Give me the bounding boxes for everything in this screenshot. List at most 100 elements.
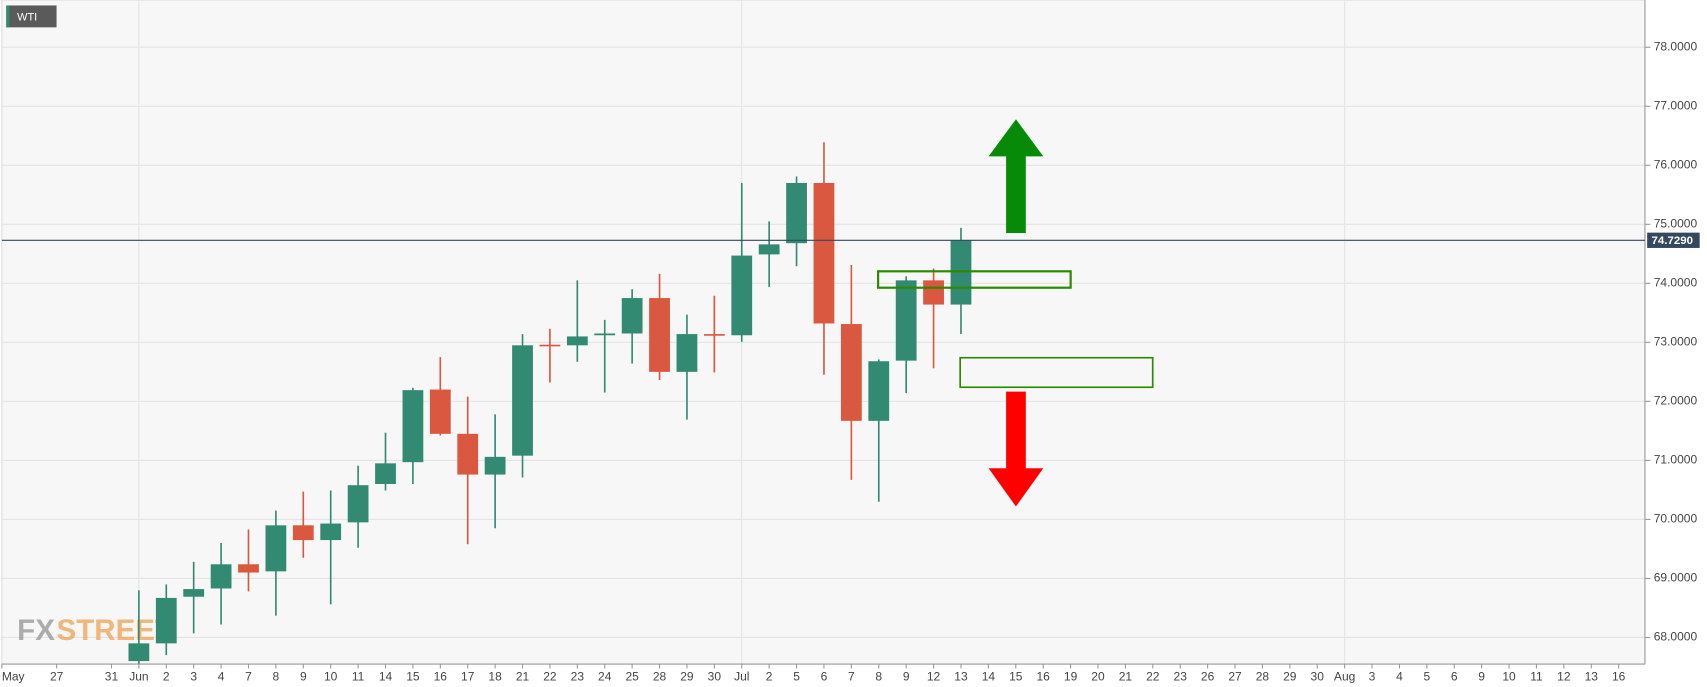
x-tick-label: 9 (1478, 669, 1485, 683)
x-tick-label: 24 (598, 669, 612, 683)
x-tick-label: 25 (625, 669, 639, 683)
candle-body (539, 344, 561, 347)
candle-body (484, 456, 506, 475)
x-tick-label: 27 (1228, 669, 1242, 683)
x-tick-label: 31 (105, 669, 119, 683)
x-tick-label: 16 (1037, 669, 1051, 683)
x-tick-label: 29 (1283, 669, 1297, 683)
candle-body (566, 336, 588, 346)
x-tick-label: 13 (1585, 669, 1599, 683)
legend-label: WTI (17, 11, 37, 23)
candle-body (840, 324, 862, 421)
x-tick-label: 21 (1119, 669, 1133, 683)
x-tick-label: 18 (488, 669, 502, 683)
x-tick-label: 6 (1451, 669, 1458, 683)
candle-body (155, 597, 177, 644)
x-tick-label: 3 (1369, 669, 1376, 683)
x-tick-label: 19 (1064, 669, 1078, 683)
last-price-badge (1647, 232, 1700, 248)
candle-body (649, 298, 670, 372)
x-tick-label: 6 (821, 669, 828, 683)
x-tick-label: 14 (379, 669, 393, 683)
candle-body (265, 525, 287, 572)
x-tick-label: 17 (461, 669, 475, 683)
x-tick-label: 28 (1256, 669, 1270, 683)
candle-body (923, 280, 944, 305)
x-tick-label: 8 (273, 669, 280, 683)
down-arrow (988, 391, 1044, 507)
x-tick-label: 7 (848, 669, 855, 683)
x-tick-label: 21 (516, 669, 530, 683)
x-tick-label: 12 (1557, 669, 1571, 683)
y-tick-label: 75.0000 (1654, 216, 1698, 230)
x-tick-label: 4 (218, 669, 225, 683)
last-price-label: 74.7290 (1652, 235, 1693, 247)
x-tick-label: 9 (300, 669, 307, 683)
candle-body (950, 240, 972, 305)
watermark: STREET (57, 614, 173, 647)
x-tick-label: Jun (129, 669, 148, 683)
candle-body (457, 433, 479, 475)
candle-body (512, 345, 533, 456)
x-tick-label: 10 (324, 669, 338, 683)
x-tick-label: 23 (1174, 669, 1188, 683)
candle-body (786, 182, 807, 244)
x-tick-label: 16 (1612, 669, 1626, 683)
resistance-box (877, 270, 1072, 289)
x-tick-label: 22 (1146, 669, 1160, 683)
x-tick-label: 3 (190, 669, 197, 683)
x-tick-label: May (2, 669, 25, 683)
candle-body (594, 333, 616, 336)
x-tick-label: 11 (1530, 669, 1543, 683)
y-tick-label: 68.0000 (1654, 630, 1698, 644)
x-tick-label: 27 (50, 669, 64, 683)
y-tick-label: 78.0000 (1654, 39, 1698, 53)
candle-body (895, 280, 917, 361)
x-tick-label: 9 (903, 669, 910, 683)
candle-body (758, 244, 780, 255)
x-tick-label: 22 (543, 669, 557, 683)
y-tick-label: 70.0000 (1654, 512, 1698, 526)
candle-body (429, 389, 451, 434)
candle-body (320, 523, 342, 541)
y-tick-label: 69.0000 (1654, 571, 1698, 585)
x-tick-label: 15 (406, 669, 420, 683)
x-tick-label: 2 (766, 669, 773, 683)
candle-body (128, 643, 150, 662)
y-tick-label: 71.0000 (1654, 453, 1698, 467)
x-tick-label: 16 (434, 669, 448, 683)
x-tick-label: 11 (352, 669, 365, 683)
x-tick-label: 5 (793, 669, 800, 683)
legend-swatch (6, 5, 10, 28)
legend-badge (6, 5, 57, 28)
y-tick-label: 73.0000 (1654, 335, 1698, 349)
x-tick-label: 8 (875, 669, 882, 683)
x-tick-label: 20 (1091, 669, 1105, 683)
candle-body (292, 525, 314, 541)
y-tick-label: 74.0000 (1654, 275, 1698, 289)
x-tick-label: 7 (245, 669, 252, 683)
x-tick-label: 26 (1201, 669, 1215, 683)
candle-body (238, 564, 259, 573)
x-tick-label: 4 (1396, 669, 1403, 683)
x-tick-label: Aug (1334, 669, 1355, 683)
candle-body (813, 182, 835, 324)
x-tick-label: 29 (680, 669, 694, 683)
candle-body (731, 255, 753, 336)
x-tick-label: 28 (653, 669, 667, 683)
y-tick-label: 77.0000 (1654, 98, 1698, 112)
candle-body (676, 334, 698, 372)
candle-body (402, 390, 424, 463)
candle-body (621, 298, 643, 334)
x-tick-label: 15 (1009, 669, 1023, 683)
candle-body (868, 361, 890, 421)
support-box (959, 356, 1154, 389)
candle-body (183, 589, 205, 597)
x-tick-label: 10 (1502, 669, 1516, 683)
y-tick-label: 76.0000 (1654, 157, 1698, 171)
x-tick-label: 2 (163, 669, 170, 683)
x-tick-label: Jul (734, 669, 749, 683)
x-tick-label: 13 (954, 669, 968, 683)
x-tick-label: 14 (982, 669, 996, 683)
